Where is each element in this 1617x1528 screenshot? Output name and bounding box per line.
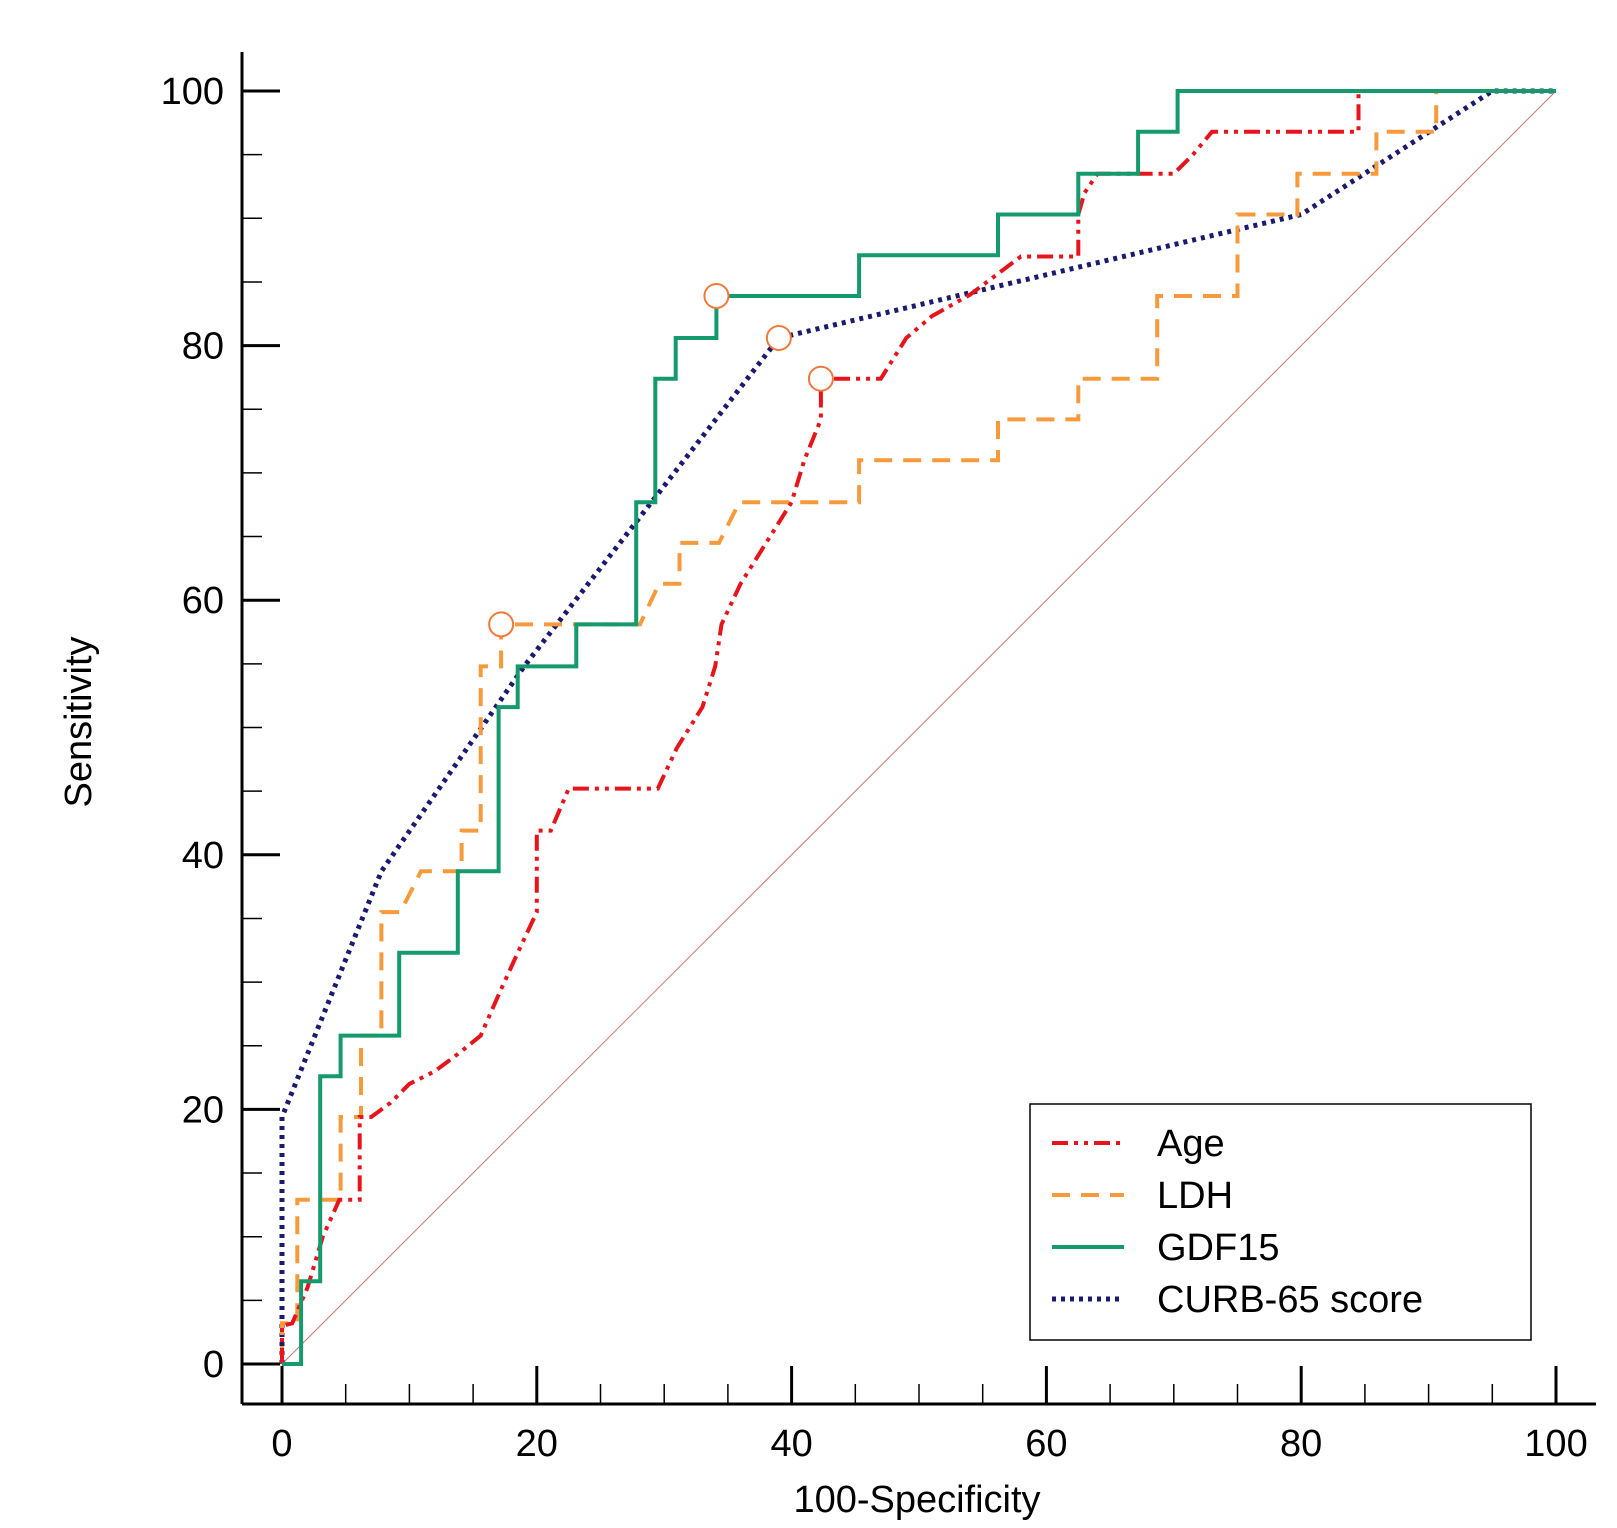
x-tick-label: 0 — [271, 1423, 292, 1465]
reference-line-layer — [281, 90, 1557, 1365]
legend-label-age: Age — [1157, 1123, 1225, 1165]
y-tick-label: 0 — [203, 1344, 224, 1386]
x-tick-label: 80 — [1280, 1423, 1322, 1465]
y-tick-label: 80 — [182, 326, 224, 368]
y-tick-label: 20 — [182, 1089, 224, 1131]
series-lines — [279, 88, 1556, 1366]
legend-label-ldh: LDH — [1157, 1175, 1233, 1217]
x-tick-label: 60 — [1025, 1423, 1067, 1465]
y-tick-label: 40 — [182, 835, 224, 877]
cutoff-marker-curb-65-score — [765, 324, 792, 351]
x-axis-title: 100-Specificity — [793, 1479, 1040, 1521]
x-tick-label: 20 — [516, 1423, 558, 1465]
y-tick-label: 100 — [161, 71, 224, 113]
y-axis-title: Sensitivity — [58, 636, 100, 807]
series-line-age — [280, 89, 1556, 1364]
legend-label-gdf15: GDF15 — [1157, 1227, 1279, 1269]
series-line-gdf15 — [282, 89, 1556, 1366]
reference-diagonal-line — [281, 90, 1557, 1365]
x-tick-label: 100 — [1524, 1423, 1587, 1465]
legend: Age LDH GDF15 CURB-65 score — [1029, 1103, 1532, 1341]
y-tick-label: 60 — [182, 580, 224, 622]
legend-label-curb65: CURB-65 score — [1157, 1279, 1423, 1321]
legend-box — [1029, 1103, 1532, 1341]
series-line-curb-65-score — [279, 88, 1556, 1364]
cutoff-marker-ldh — [488, 611, 515, 638]
x-tick-label: 40 — [770, 1423, 812, 1465]
cutoff-markers — [488, 282, 834, 638]
cutoff-marker-age — [807, 365, 834, 392]
cutoff-marker-gdf15 — [703, 282, 730, 309]
axes: 0 20 40 60 80 100 0 20 40 60 80 100 — [161, 52, 1596, 1465]
